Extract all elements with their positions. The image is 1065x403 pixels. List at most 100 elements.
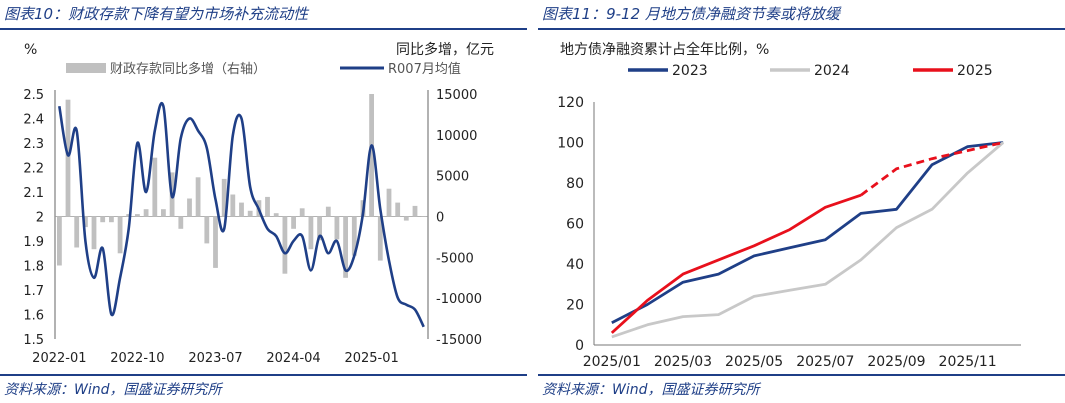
fiscal-deposit-bar bbox=[230, 194, 236, 217]
right-source-rule bbox=[538, 374, 1065, 376]
right-figure-title: 图表11：9-12 月地方债净融资节奏或将放缓 bbox=[542, 5, 840, 23]
x-tick-label: 2022-10 bbox=[110, 351, 164, 366]
left-y-tick-label: 2.4 bbox=[23, 113, 44, 128]
left-axis-unit: % bbox=[24, 42, 37, 58]
y-tick-label: 60 bbox=[566, 217, 584, 233]
y-tick-label: 0 bbox=[575, 338, 584, 354]
fiscal-deposit-bar bbox=[403, 216, 409, 221]
fiscal-deposit-bar bbox=[386, 188, 392, 217]
legend-bar-label: 财政存款同比多增（右轴） bbox=[110, 61, 266, 77]
x-tick-label: 2022-01 bbox=[32, 351, 86, 366]
fiscal-deposit-bar bbox=[273, 213, 279, 217]
fiscal-deposit-bar bbox=[143, 209, 149, 217]
fiscal-deposit-bar bbox=[204, 216, 210, 244]
fiscal-deposit-bar bbox=[412, 205, 418, 217]
fiscal-deposit-bar bbox=[299, 208, 305, 217]
fiscal-deposit-bar bbox=[282, 216, 288, 274]
fiscal-deposit-bar bbox=[317, 216, 322, 241]
x-tick-label: 2024-04 bbox=[266, 351, 320, 366]
left-figure-title: 图表10：财政存款下降有望为市场补充流动性 bbox=[4, 5, 309, 23]
fiscal-deposit-bar bbox=[325, 206, 331, 217]
left-y-tick-label: 1.5 bbox=[23, 333, 44, 348]
legend-series-label: 2023 bbox=[672, 63, 708, 79]
fiscal-deposit-bar bbox=[187, 198, 192, 217]
left-y-tick-label: 2.2 bbox=[23, 162, 44, 177]
x-tick-label: 2025/01 bbox=[583, 354, 641, 370]
fiscal-deposit-bar bbox=[57, 216, 62, 266]
left-y-tick-label: 2.5 bbox=[23, 88, 44, 103]
right-axis-unit: 同比多增，亿元 bbox=[396, 41, 494, 58]
series-2023-line bbox=[611, 141, 1004, 324]
fiscal-deposit-bar bbox=[308, 216, 314, 250]
fiscal-deposit-bar bbox=[117, 216, 123, 254]
right-y-tick-label: 15000 bbox=[436, 88, 477, 103]
series-2024-line bbox=[611, 141, 1005, 339]
left-y-tick-label: 2 bbox=[36, 211, 44, 226]
right-chart: 地方债净融资累计占全年比例，% 2023 2024 2025 120 100 80 60 40 2… bbox=[557, 41, 1021, 370]
fiscal-deposit-bar bbox=[152, 157, 158, 217]
fiscal-deposit-bar bbox=[369, 94, 374, 217]
fiscal-deposit-bar bbox=[83, 216, 88, 228]
fiscal-deposit-bar bbox=[395, 202, 401, 217]
x-tick-label: 2025/05 bbox=[725, 354, 783, 370]
right-y-tick-label: 0 bbox=[436, 211, 444, 226]
right-y-tick-label: 5000 bbox=[436, 170, 469, 185]
right-figure-panel: 图表11：9-12 月地方债净融资节奏或将放缓 地方债净融资累计占全年比例，% 2… bbox=[538, 0, 1065, 403]
left-figure-panel: 图表10：财政存款下降有望为市场补充流动性 % 同比多增，亿元财政存款同比多增（右… bbox=[0, 0, 527, 403]
right-title-rule bbox=[538, 28, 1065, 30]
y-tick-label: 80 bbox=[566, 176, 584, 192]
left-y-tick-label: 1.6 bbox=[23, 309, 44, 324]
fiscal-deposit-bar bbox=[109, 216, 114, 223]
fiscal-deposit-bar bbox=[91, 216, 97, 250]
x-tick-label: 2023-07 bbox=[188, 351, 242, 366]
x-tick-label: 2025/11 bbox=[939, 354, 997, 370]
right-chart-title: 地方债净融资累计占全年比例，% bbox=[560, 41, 769, 58]
x-tick-label: 2025/07 bbox=[796, 354, 854, 370]
fiscal-deposit-bar bbox=[195, 177, 201, 217]
left-y-tick-label: 1.9 bbox=[23, 235, 44, 250]
fiscal-deposit-bar bbox=[178, 216, 184, 229]
fiscal-deposit-bar bbox=[421, 216, 427, 217]
right-y-tick-label: -5000 bbox=[436, 251, 474, 266]
fiscal-deposit-bar bbox=[213, 216, 218, 268]
series-2025-line-forecast bbox=[860, 141, 1004, 197]
y-tick-label: 20 bbox=[566, 298, 584, 314]
y-tick-label: 120 bbox=[557, 95, 584, 111]
fiscal-deposit-bar bbox=[291, 216, 296, 229]
fiscal-deposit-bar bbox=[126, 214, 132, 217]
r007-line bbox=[58, 102, 425, 328]
x-tick-label: 2025/09 bbox=[867, 354, 925, 370]
right-y-tick-label: -10000 bbox=[436, 292, 482, 307]
y-tick-label: 100 bbox=[557, 136, 584, 152]
fiscal-deposit-bar bbox=[239, 202, 244, 217]
fiscal-deposit-bar bbox=[334, 216, 340, 240]
right-figure-source: 资料来源：Wind，国盛证券研究所 bbox=[542, 382, 760, 398]
left-figure-source: 资料来源：Wind，国盛证券研究所 bbox=[4, 382, 222, 398]
right-y-tick-label: -15000 bbox=[436, 333, 482, 348]
fiscal-deposit-bar bbox=[221, 178, 227, 217]
left-source-rule bbox=[0, 374, 527, 376]
fiscal-deposit-bar bbox=[377, 216, 383, 261]
left-y-tick-label: 2.3 bbox=[23, 137, 44, 152]
fiscal-deposit-bar bbox=[135, 214, 140, 217]
fiscal-deposit-bar bbox=[65, 99, 71, 217]
fiscal-deposit-bar bbox=[265, 196, 270, 217]
legend-bar-swatch bbox=[66, 63, 106, 73]
x-tick-label: 2025/03 bbox=[654, 354, 712, 370]
fiscal-deposit-bar bbox=[343, 216, 348, 278]
series-2025-line-actual bbox=[610, 193, 862, 334]
legend-series-label: 2025 bbox=[957, 63, 993, 79]
left-y-tick-label: 1.7 bbox=[23, 284, 44, 299]
left-y-tick-label: 1.8 bbox=[23, 260, 44, 275]
y-tick-label: 40 bbox=[566, 257, 584, 273]
legend-series-label: 2024 bbox=[814, 63, 850, 79]
x-tick-label: 2025-01 bbox=[344, 351, 398, 366]
fiscal-deposit-bar bbox=[161, 209, 166, 217]
legend-line-label: R007月均值 bbox=[388, 61, 461, 77]
fiscal-deposit-bar bbox=[100, 216, 106, 223]
fiscal-deposit-bar bbox=[74, 216, 80, 248]
left-y-tick-label: 2.1 bbox=[23, 186, 44, 201]
fiscal-deposit-bar bbox=[247, 210, 253, 217]
left-title-rule bbox=[0, 28, 527, 30]
